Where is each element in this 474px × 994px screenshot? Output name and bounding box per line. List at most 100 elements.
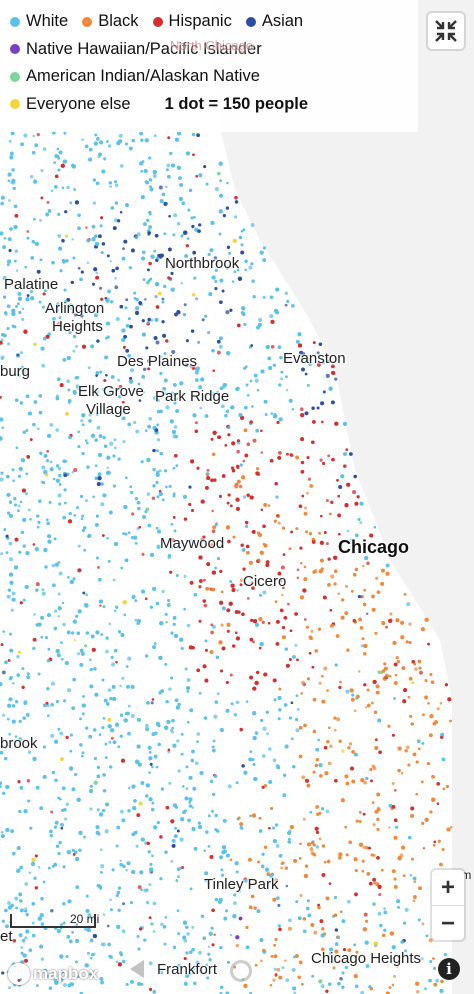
population-dot <box>168 687 172 691</box>
population-dot <box>77 544 81 548</box>
population-dot <box>266 732 269 736</box>
population-dot <box>304 506 308 510</box>
population-dot <box>11 681 15 685</box>
population-dot <box>316 351 320 355</box>
population-dot <box>57 592 61 596</box>
population-dot <box>389 612 393 616</box>
population-dot <box>220 623 224 627</box>
population-dot <box>333 728 337 732</box>
population-dot <box>148 883 152 887</box>
population-dot <box>87 366 91 370</box>
population-dot <box>258 317 263 323</box>
population-dot <box>180 282 183 285</box>
population-dot <box>201 318 205 322</box>
population-dot <box>111 662 116 667</box>
population-dot <box>63 983 67 987</box>
population-dot <box>409 873 413 877</box>
population-dot <box>310 629 314 633</box>
population-dot <box>199 406 202 410</box>
population-dot <box>189 539 193 543</box>
population-dot <box>285 978 290 983</box>
population-dot <box>206 468 210 472</box>
population-dot <box>10 608 14 612</box>
population-dot <box>296 568 300 572</box>
population-dot <box>359 521 363 524</box>
population-dot <box>27 750 32 754</box>
population-dot <box>306 491 309 495</box>
population-dot <box>218 344 223 349</box>
population-dot <box>388 826 391 829</box>
population-dot <box>299 894 303 897</box>
population-dot <box>393 788 397 792</box>
population-dot <box>148 416 153 421</box>
population-dot <box>406 602 411 607</box>
population-dot <box>161 297 165 301</box>
population-dot <box>196 732 201 736</box>
population-dot <box>198 950 202 955</box>
population-dot <box>83 927 88 931</box>
population-dot <box>362 564 365 568</box>
population-dot <box>8 557 14 562</box>
population-dot <box>246 597 250 600</box>
population-dot <box>236 589 239 592</box>
population-dot <box>210 630 214 635</box>
population-dot <box>33 613 36 616</box>
population-dot <box>17 373 21 378</box>
population-dot <box>391 782 395 785</box>
population-dot <box>32 134 35 138</box>
population-dot <box>6 594 11 599</box>
population-dot <box>216 350 221 355</box>
population-dot <box>351 490 357 495</box>
population-dot <box>53 609 58 613</box>
population-dot <box>0 355 5 360</box>
population-dot <box>21 317 25 322</box>
population-dot <box>364 705 368 709</box>
population-dot <box>300 357 304 360</box>
population-dot <box>85 226 88 229</box>
population-dot <box>85 593 89 597</box>
population-dot <box>72 349 76 353</box>
population-dot <box>216 692 220 696</box>
population-dot <box>66 379 71 384</box>
population-dot <box>152 174 157 178</box>
population-dot <box>7 901 11 905</box>
population-dot <box>84 499 88 503</box>
population-dot <box>285 884 289 888</box>
population-dot <box>109 441 114 446</box>
population-dot <box>121 676 125 680</box>
population-dot <box>408 622 412 626</box>
population-dot <box>235 700 240 705</box>
population-dot <box>114 285 119 290</box>
population-dot <box>293 991 297 994</box>
population-dot <box>360 644 364 648</box>
population-dot <box>118 133 123 138</box>
population-dot <box>385 625 388 629</box>
population-dot <box>201 541 204 545</box>
population-dot <box>24 936 28 940</box>
population-dot <box>130 368 135 373</box>
population-dot <box>41 465 46 470</box>
population-dot <box>344 584 349 588</box>
population-dot <box>210 623 214 627</box>
population-dot <box>42 147 47 151</box>
population-dot <box>36 427 40 431</box>
population-dot <box>0 477 4 482</box>
population-dot <box>269 314 274 319</box>
population-dot <box>155 340 160 345</box>
population-dot <box>211 624 216 629</box>
population-dot <box>171 349 176 355</box>
population-dot <box>130 714 135 718</box>
population-dot <box>127 656 132 661</box>
population-dot <box>37 866 41 869</box>
population-dot <box>115 317 120 321</box>
population-dot <box>115 960 119 964</box>
population-dot <box>345 689 350 694</box>
population-dot <box>145 723 149 728</box>
population-dot <box>166 163 171 168</box>
population-dot <box>104 829 109 834</box>
population-dot <box>86 261 90 265</box>
population-dot <box>307 477 311 481</box>
population-dot <box>16 654 20 659</box>
